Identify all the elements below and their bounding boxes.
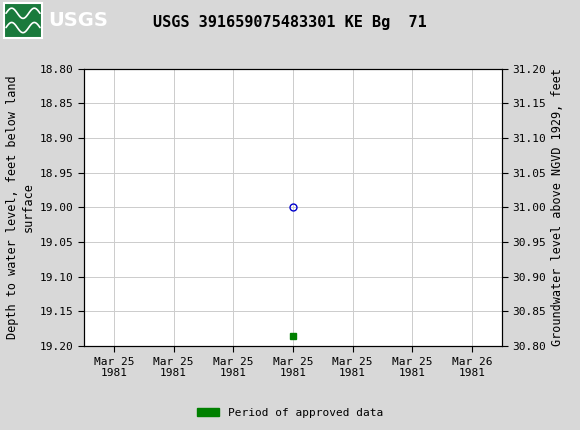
Y-axis label: Groundwater level above NGVD 1929, feet: Groundwater level above NGVD 1929, feet (552, 68, 564, 347)
Text: USGS: USGS (48, 11, 108, 30)
Text: USGS 391659075483301 KE Bg  71: USGS 391659075483301 KE Bg 71 (153, 15, 427, 30)
Legend: Period of approved data: Period of approved data (193, 403, 387, 422)
Y-axis label: Depth to water level, feet below land
surface: Depth to water level, feet below land su… (6, 76, 34, 339)
FancyBboxPatch shape (4, 3, 42, 38)
